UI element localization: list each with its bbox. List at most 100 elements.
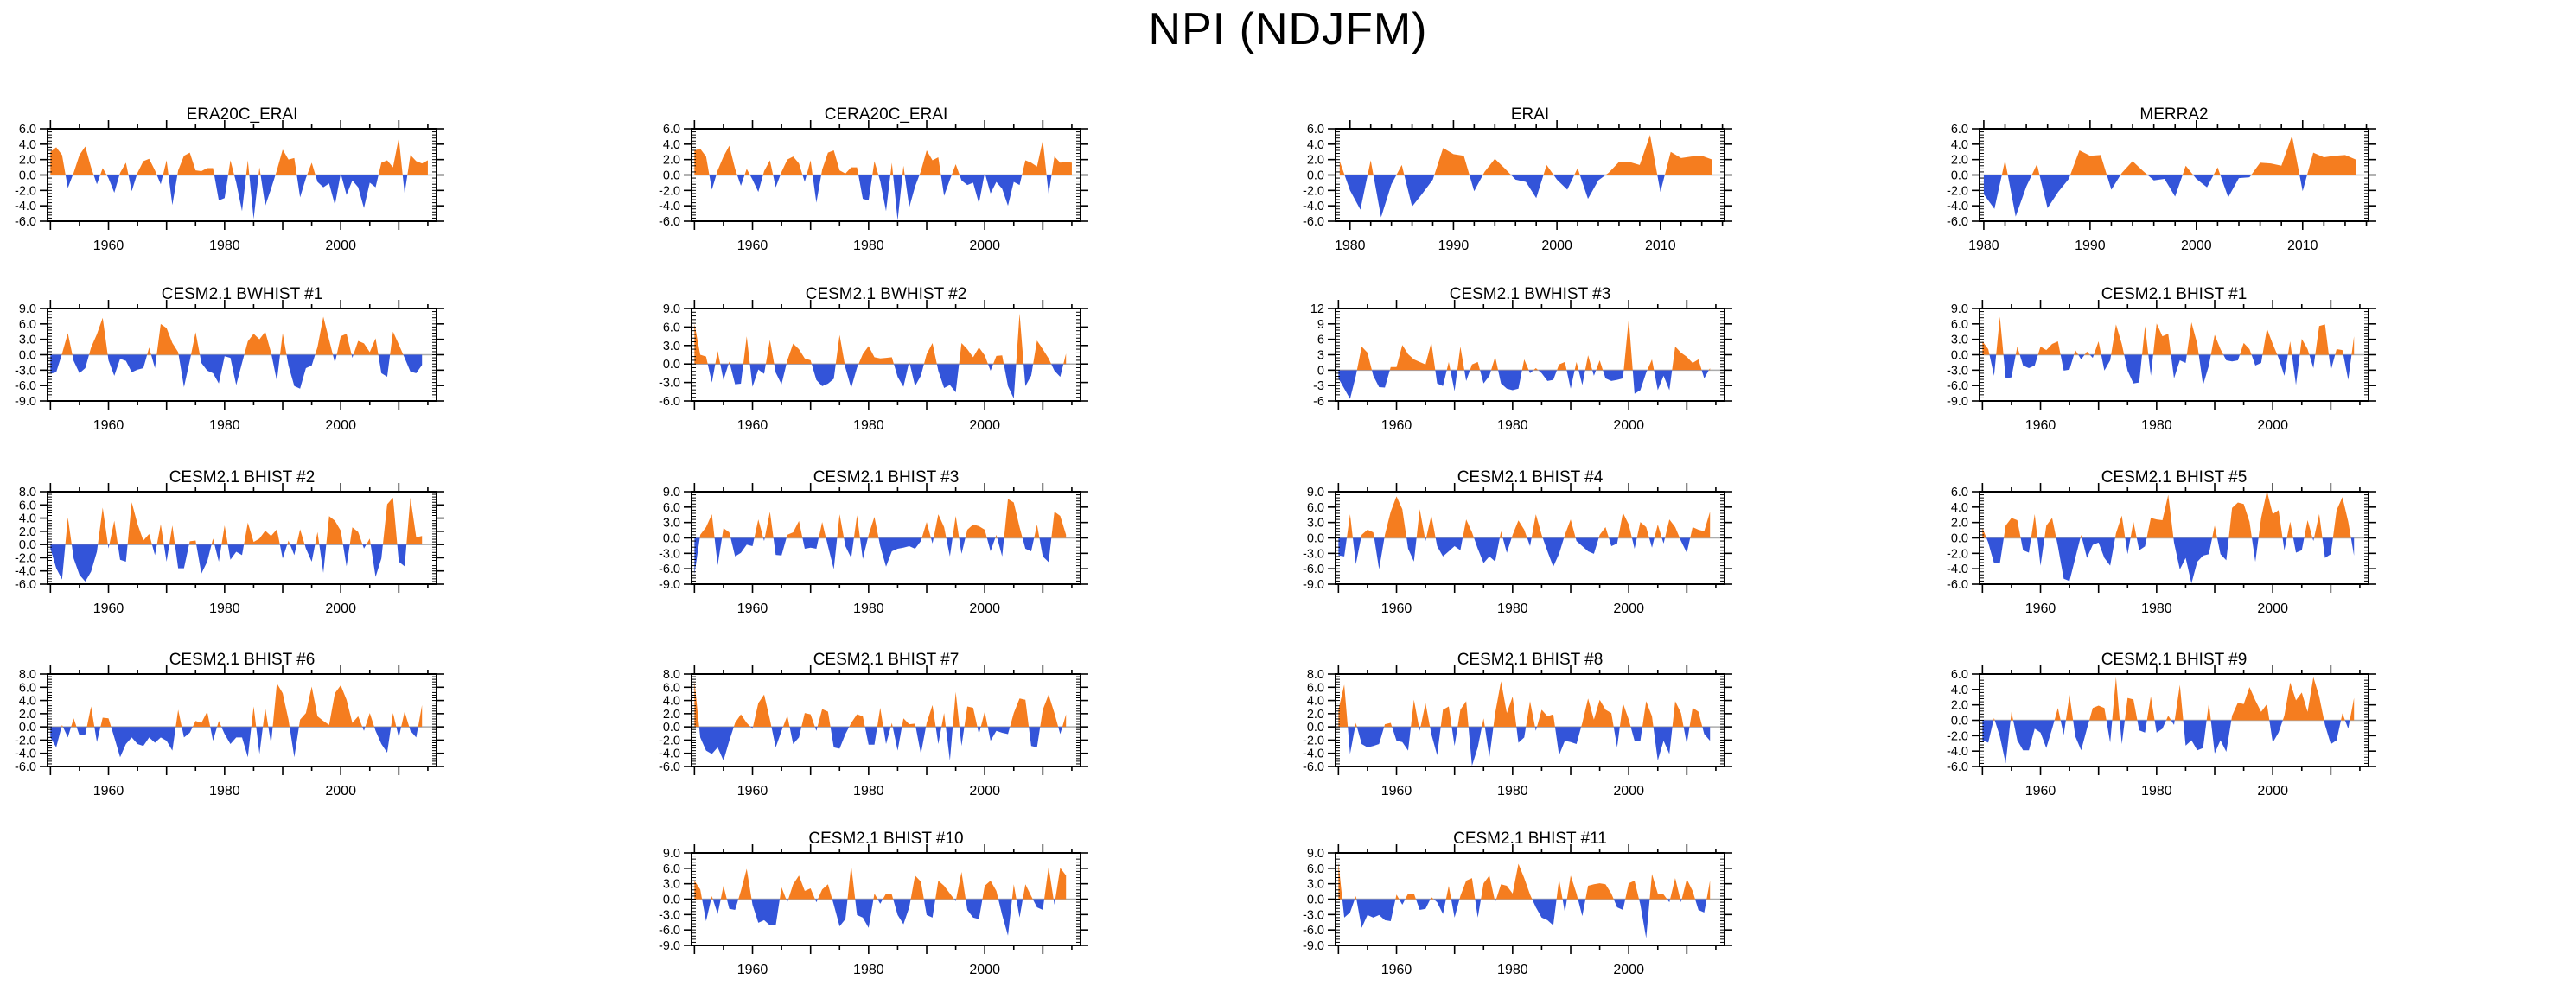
y-tick-label: 6.0 [1307, 681, 1324, 695]
panel-title: CESM2.1 BHIST #8 [1457, 651, 1604, 669]
y-tick-label: -6.0 [659, 760, 680, 774]
chart-panel-svg: CERA20C_ERAI 6.04.0 2.00.0-2.0 -4.0 -6.0 1960… [659, 105, 1088, 253]
x-tick-label: 2000 [969, 601, 1000, 616]
chart-panel: CERA20C_ERAI 6.0 4.0 2.0 0.0 -2.0 -4.0 -6.0 1960… [644, 103, 1288, 271]
x-tick-label: 1980 [209, 601, 240, 616]
y-tick-label: -6.0 [659, 924, 680, 938]
y-tick-label: 6.0 [1951, 668, 1968, 682]
y-tick-label: 4.0 [663, 138, 680, 152]
y-tick-label: -9.0 [659, 939, 680, 953]
x-tick-label: 2000 [1613, 963, 1644, 977]
y-tick-label: 2.0 [1307, 708, 1324, 722]
series-positive-fill [50, 316, 423, 355]
y-tick-label: 0.0 [1951, 532, 1968, 546]
y-tick-label: -2.0 [1303, 184, 1324, 198]
panel-title: CESM2.1 BWHIST #3 [1450, 285, 1611, 303]
page-title: NPI (NDJFM) [1148, 4, 1428, 54]
series-negative-fill [1338, 370, 1709, 399]
y-tick-label: 6.0 [663, 123, 680, 137]
y-tick-label: 3.0 [1307, 878, 1324, 892]
y-tick-label: 0.0 [1307, 894, 1324, 907]
series-positive-fill [694, 865, 1067, 900]
panel-title: CESM2.1 BWHIST #2 [806, 285, 967, 303]
chart-panel: ERA20C_ERAI 6.0 4.0 2.0 0.0 -2.0 -4.0 -6.0 1960 1… [0, 103, 644, 271]
series-positive-fill [50, 137, 428, 175]
chart-panel-svg: CESM2.1 BHIST #10 9.06.0 3.0 0.0-3.0 -6.0-9.… [659, 830, 1088, 977]
x-tick-label: 2000 [325, 418, 356, 433]
series-negative-fill [1982, 537, 2355, 584]
y-tick-label: 6 [1317, 334, 1324, 347]
y-tick-label: 0.0 [1307, 532, 1324, 546]
y-tick-label: 0.0 [19, 721, 36, 735]
y-tick-label: -6.0 [1303, 215, 1324, 229]
plot-frame [47, 491, 437, 585]
plot-frame [691, 673, 1081, 767]
series-positive-fill [1338, 681, 1711, 728]
x-tick-label: 1980 [2141, 418, 2172, 433]
y-tick-label: -4.0 [1947, 200, 1968, 213]
series-negative-fill [1982, 720, 2355, 764]
y-tick-label: 0.0 [663, 169, 680, 183]
x-tick-label: 1960 [93, 418, 124, 433]
y-tick-label: 4.0 [1951, 684, 1968, 697]
x-tick-label: 2000 [1613, 784, 1644, 798]
x-tick-label: 2000 [969, 418, 1000, 433]
y-tick-label: -2.0 [1947, 547, 1968, 561]
y-tick-label: 4.0 [19, 138, 36, 152]
x-tick-label: 2000 [325, 239, 356, 253]
chart-panel: CESM2.1 BHIST #3 9.0 6.0 3.0 0.0 -3.0 -6.0 -9.0… [644, 466, 1288, 634]
series-negative-fill [694, 364, 1067, 399]
y-tick-label: -4.0 [15, 200, 36, 213]
y-tick-label: -6.0 [1303, 563, 1324, 576]
panel-title: CESM2.1 BHIST #6 [169, 651, 316, 669]
y-tick-label: 0.0 [1951, 349, 1968, 363]
x-tick-label: 1960 [2025, 601, 2056, 616]
y-tick-label: 6.0 [1307, 501, 1324, 515]
y-tick-label: 9.0 [663, 302, 680, 316]
plot-frame [1335, 491, 1725, 585]
x-tick-label: 2010 [2287, 239, 2318, 253]
y-tick-label: 9.0 [663, 486, 680, 499]
panel-title: CESM2.1 BHIST #9 [2101, 651, 2248, 669]
y-tick-label: 3.0 [19, 334, 36, 347]
series-positive-fill [1338, 862, 1711, 900]
y-tick-label: 8.0 [663, 668, 680, 682]
chart-panel-svg: CESM2.1 BHIST #2 8.06.04.02.00.0-2.0-4.0-… [15, 468, 444, 616]
y-tick-label: 2.0 [663, 154, 680, 168]
panel-title: ERAI [1511, 105, 1549, 124]
x-tick-label: 1960 [2025, 418, 2056, 433]
y-tick-label: 0.0 [19, 538, 36, 552]
x-tick-label: 1960 [1381, 784, 1412, 798]
plot-frame [1979, 491, 2369, 585]
chart-panel-svg: CESM2.1 BHIST #9 6.0 4.0 2.0 0.0-2.0 -4.0-6.0… [1947, 651, 2376, 798]
x-tick-label: 1960 [1381, 418, 1412, 433]
x-tick-label: 1980 [853, 963, 884, 977]
y-tick-label: 6.0 [19, 681, 36, 695]
y-tick-label: 4.0 [19, 695, 36, 709]
x-tick-label: 1960 [2025, 784, 2056, 798]
y-tick-label: -2.0 [1303, 734, 1324, 747]
y-tick-label: 2.0 [663, 708, 680, 722]
x-tick-label: 1980 [1497, 784, 1528, 798]
x-tick-label: 1980 [1497, 418, 1528, 433]
y-tick-label: -4.0 [1947, 745, 1968, 759]
chart-panel-svg: CESM2.1 BWHIST #3 12 9 6 30-3 -6 1960 1980 2000 [1310, 285, 1732, 433]
series-positive-fill [50, 497, 423, 545]
plot-frame [1335, 673, 1725, 767]
y-tick-label: -2.0 [659, 184, 680, 198]
x-tick-label: 1980 [2141, 784, 2172, 798]
y-tick-label: 12 [1310, 302, 1324, 316]
y-tick-label: -3.0 [659, 908, 680, 922]
y-tick-label: 4.0 [19, 512, 36, 526]
panel-title: CESM2.1 BHIST #2 [169, 468, 316, 487]
y-tick-label: 0.0 [663, 358, 680, 372]
panel-title: CESM2.1 BHIST #3 [813, 468, 960, 487]
chart-panel: CESM2.1 BHIST #9 6.0 4.0 2.0 0.0 -2.0 -4.0 -6.0… [1932, 648, 2576, 817]
x-tick-label: 2010 [1645, 239, 1676, 253]
y-tick-label: 4.0 [1951, 501, 1968, 515]
y-tick-label: -6.0 [659, 395, 680, 409]
x-tick-label: 1980 [2141, 601, 2172, 616]
series-negative-fill [1982, 354, 2355, 385]
y-tick-label: 6.0 [1951, 123, 1968, 137]
y-tick-label: 0.0 [1307, 169, 1324, 183]
